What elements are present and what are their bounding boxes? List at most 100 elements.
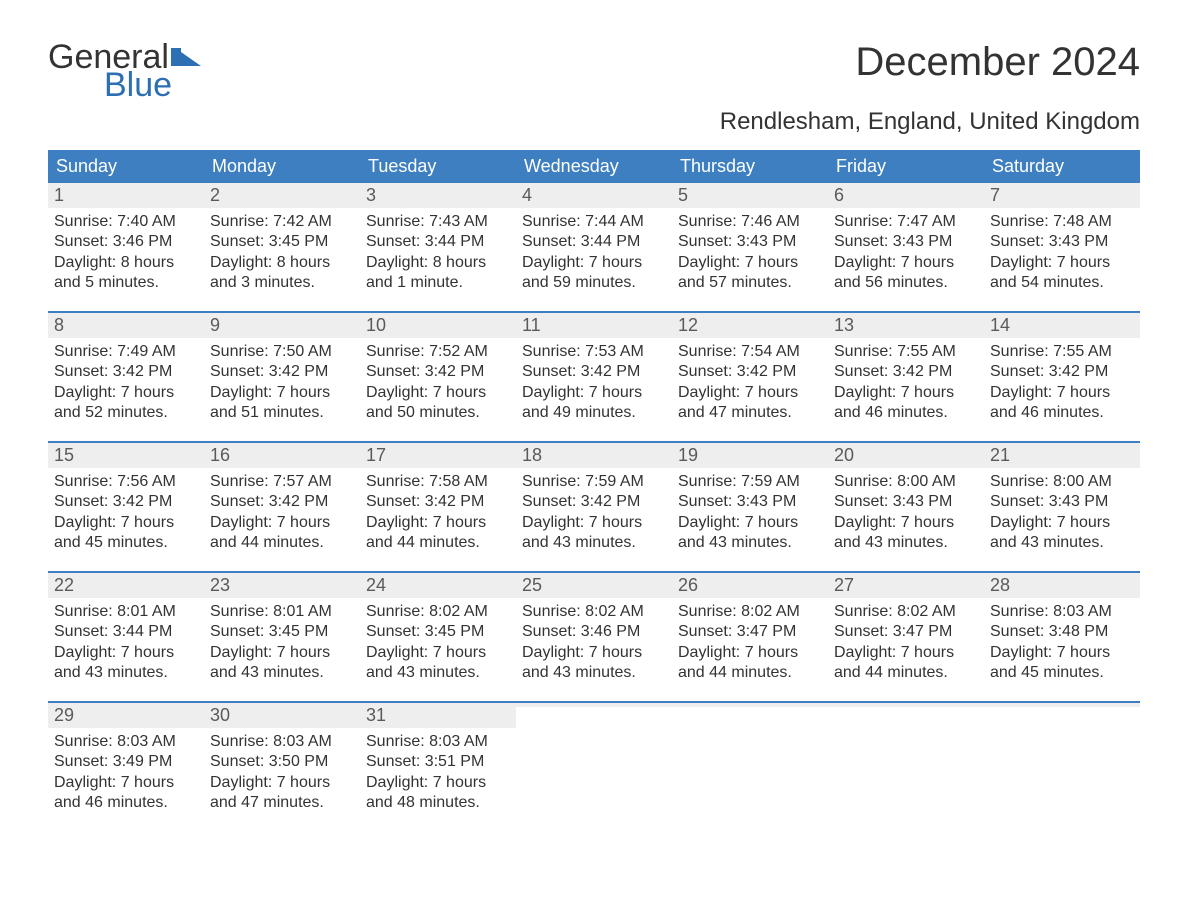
weekday-header: Wednesday	[516, 150, 672, 183]
day-sunset: Sunset: 3:50 PM	[210, 752, 354, 772]
day-sunset: Sunset: 3:42 PM	[834, 362, 978, 382]
day-sunrise: Sunrise: 8:00 AM	[834, 472, 978, 492]
day-sunset: Sunset: 3:47 PM	[678, 622, 822, 642]
day-number-row: 31	[360, 703, 516, 728]
calendar-day: 9Sunrise: 7:50 AMSunset: 3:42 PMDaylight…	[204, 313, 360, 441]
day-day1: Daylight: 7 hours	[54, 643, 198, 663]
calendar-day: 19Sunrise: 7:59 AMSunset: 3:43 PMDayligh…	[672, 443, 828, 571]
day-sunset: Sunset: 3:42 PM	[678, 362, 822, 382]
day-number-row: 7	[984, 183, 1140, 208]
day-day1: Daylight: 8 hours	[210, 253, 354, 273]
calendar-week: 29Sunrise: 8:03 AMSunset: 3:49 PMDayligh…	[48, 701, 1140, 831]
day-day2: and 44 minutes.	[210, 533, 354, 553]
day-day1: Daylight: 7 hours	[522, 383, 666, 403]
day-body: Sunrise: 7:57 AMSunset: 3:42 PMDaylight:…	[204, 468, 360, 564]
day-number: 13	[834, 315, 854, 335]
day-sunset: Sunset: 3:42 PM	[990, 362, 1134, 382]
day-sunset: Sunset: 3:43 PM	[834, 492, 978, 512]
day-sunrise: Sunrise: 8:03 AM	[54, 732, 198, 752]
day-sunset: Sunset: 3:45 PM	[366, 622, 510, 642]
day-sunrise: Sunrise: 8:03 AM	[990, 602, 1134, 622]
day-day1: Daylight: 7 hours	[990, 513, 1134, 533]
day-sunrise: Sunrise: 8:03 AM	[366, 732, 510, 752]
day-sunset: Sunset: 3:43 PM	[990, 492, 1134, 512]
day-day1: Daylight: 7 hours	[54, 773, 198, 793]
calendar: Sunday Monday Tuesday Wednesday Thursday…	[48, 150, 1140, 831]
day-day1: Daylight: 7 hours	[990, 253, 1134, 273]
day-body: Sunrise: 8:03 AMSunset: 3:50 PMDaylight:…	[204, 728, 360, 824]
day-sunrise: Sunrise: 7:54 AM	[678, 342, 822, 362]
day-body: Sunrise: 7:47 AMSunset: 3:43 PMDaylight:…	[828, 208, 984, 304]
brand-word-blue: Blue	[104, 68, 201, 102]
day-body: Sunrise: 8:02 AMSunset: 3:47 PMDaylight:…	[828, 598, 984, 694]
day-sunset: Sunset: 3:46 PM	[522, 622, 666, 642]
day-day1: Daylight: 7 hours	[366, 643, 510, 663]
header: General Blue December 2024	[48, 40, 1140, 102]
weekday-header: Tuesday	[360, 150, 516, 183]
day-sunset: Sunset: 3:46 PM	[54, 232, 198, 252]
day-day1: Daylight: 7 hours	[990, 383, 1134, 403]
day-sunrise: Sunrise: 8:02 AM	[834, 602, 978, 622]
day-day2: and 56 minutes.	[834, 273, 978, 293]
brand-logo: General Blue	[48, 40, 201, 102]
day-number: 28	[990, 575, 1010, 595]
day-number-row: 23	[204, 573, 360, 598]
day-sunrise: Sunrise: 7:42 AM	[210, 212, 354, 232]
day-sunrise: Sunrise: 7:40 AM	[54, 212, 198, 232]
day-sunrise: Sunrise: 7:56 AM	[54, 472, 198, 492]
day-number-row: 2	[204, 183, 360, 208]
location-subtitle: Rendlesham, England, United Kingdom	[48, 108, 1140, 136]
day-day1: Daylight: 7 hours	[366, 383, 510, 403]
day-number-row: 1	[48, 183, 204, 208]
day-day2: and 50 minutes.	[366, 403, 510, 423]
day-body: Sunrise: 7:56 AMSunset: 3:42 PMDaylight:…	[48, 468, 204, 564]
day-body: Sunrise: 7:40 AMSunset: 3:46 PMDaylight:…	[48, 208, 204, 304]
day-day2: and 43 minutes.	[54, 663, 198, 683]
weekday-header: Thursday	[672, 150, 828, 183]
day-number-row: 8	[48, 313, 204, 338]
day-day2: and 44 minutes.	[678, 663, 822, 683]
calendar-day: 6Sunrise: 7:47 AMSunset: 3:43 PMDaylight…	[828, 183, 984, 311]
day-number: 25	[522, 575, 542, 595]
day-sunset: Sunset: 3:43 PM	[834, 232, 978, 252]
day-sunset: Sunset: 3:45 PM	[210, 622, 354, 642]
day-number-row: 27	[828, 573, 984, 598]
day-day2: and 1 minute.	[366, 273, 510, 293]
day-sunrise: Sunrise: 7:50 AM	[210, 342, 354, 362]
day-number-row: 12	[672, 313, 828, 338]
day-day1: Daylight: 8 hours	[54, 253, 198, 273]
day-day1: Daylight: 7 hours	[834, 253, 978, 273]
day-day1: Daylight: 7 hours	[210, 513, 354, 533]
day-sunset: Sunset: 3:42 PM	[522, 492, 666, 512]
day-day2: and 45 minutes.	[54, 533, 198, 553]
day-number: 7	[990, 185, 1000, 205]
day-day2: and 43 minutes.	[990, 533, 1134, 553]
day-number-row: 28	[984, 573, 1140, 598]
day-number-row: 30	[204, 703, 360, 728]
day-number: 16	[210, 445, 230, 465]
day-body: Sunrise: 7:44 AMSunset: 3:44 PMDaylight:…	[516, 208, 672, 304]
day-sunrise: Sunrise: 7:59 AM	[522, 472, 666, 492]
day-day1: Daylight: 7 hours	[210, 383, 354, 403]
day-number: 14	[990, 315, 1010, 335]
calendar-day: 15Sunrise: 7:56 AMSunset: 3:42 PMDayligh…	[48, 443, 204, 571]
day-body: Sunrise: 7:59 AMSunset: 3:42 PMDaylight:…	[516, 468, 672, 564]
calendar-day: 2Sunrise: 7:42 AMSunset: 3:45 PMDaylight…	[204, 183, 360, 311]
day-sunset: Sunset: 3:43 PM	[990, 232, 1134, 252]
day-day1: Daylight: 7 hours	[210, 773, 354, 793]
calendar-day	[516, 703, 672, 831]
day-body: Sunrise: 7:48 AMSunset: 3:43 PMDaylight:…	[984, 208, 1140, 304]
day-day2: and 48 minutes.	[366, 793, 510, 813]
page-title: December 2024	[855, 40, 1140, 85]
calendar-day: 16 Sunrise: 7:57 AMSunset: 3:42 PMDayligh…	[204, 443, 360, 571]
day-number: 3	[366, 185, 376, 205]
calendar-day: 17Sunrise: 7:58 AMSunset: 3:42 PMDayligh…	[360, 443, 516, 571]
day-number: 5	[678, 185, 688, 205]
day-day1: Daylight: 7 hours	[522, 253, 666, 273]
day-day2: and 43 minutes.	[522, 663, 666, 683]
calendar-day: 27Sunrise: 8:02 AMSunset: 3:47 PMDayligh…	[828, 573, 984, 701]
day-body	[984, 707, 1140, 721]
day-number: 10	[366, 315, 386, 335]
day-sunset: Sunset: 3:43 PM	[678, 232, 822, 252]
day-number-row: 15	[48, 443, 204, 468]
